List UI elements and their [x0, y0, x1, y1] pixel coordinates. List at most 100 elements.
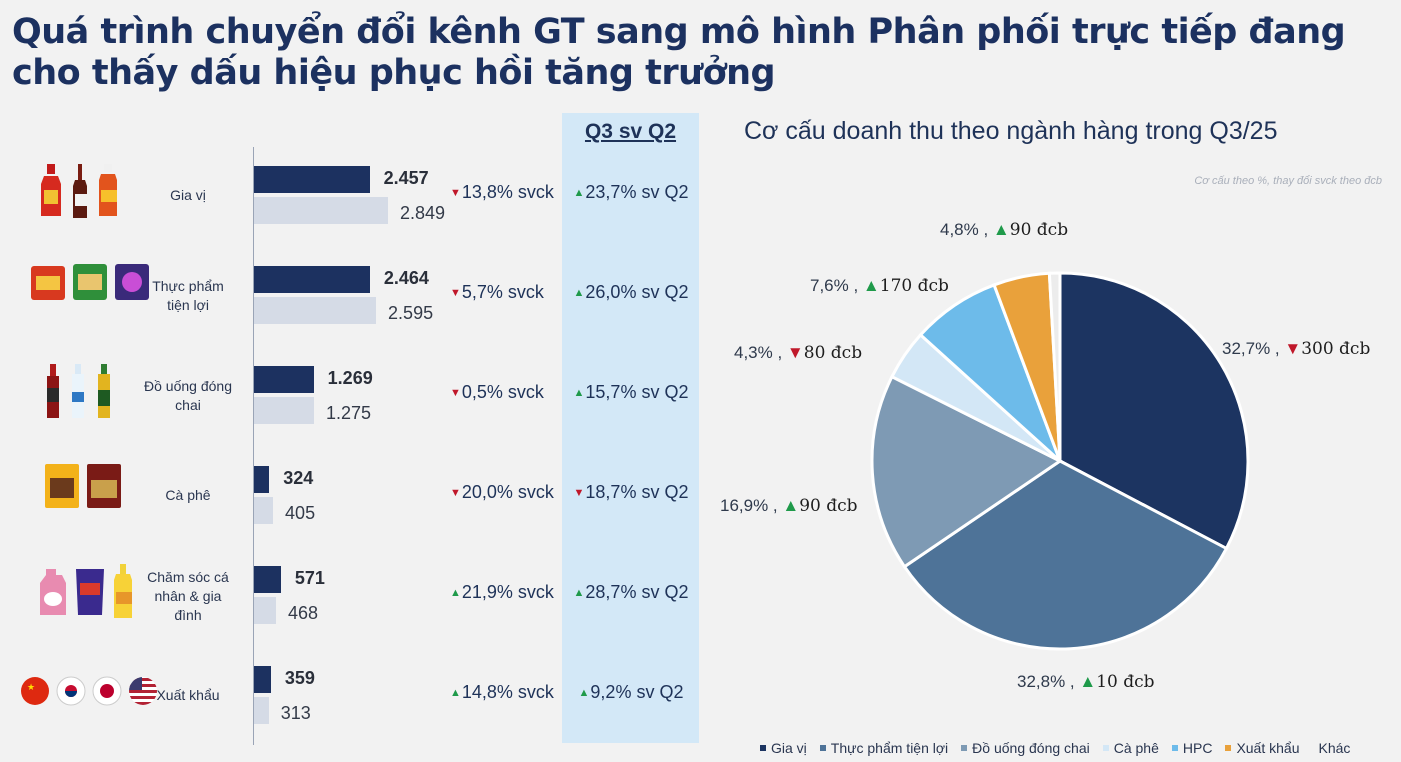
value-current-label: 324: [283, 468, 314, 488]
category-row: ★ Xuất khẩu 359 313 ▲14,8% svck ▲9,2% sv Q2: [0, 666, 700, 746]
legend-label: Cà phê: [1113, 740, 1159, 756]
category-row: Chăm sóc cá nhân & gia đình 571 468 ▲21,9% …: [0, 564, 700, 646]
yoy-change: ▲14,8% svck: [450, 682, 558, 703]
category-icons: [30, 262, 150, 307]
pie-slice-label: 4,3% , ▼80 đcb: [734, 343, 863, 363]
detergent-bottle-icon: [38, 565, 68, 622]
legend-swatch: [1225, 745, 1232, 751]
pie-slice-change: 90 đcb: [799, 496, 858, 516]
arrow-up-icon: ▲: [862, 276, 880, 295]
tea-bottle-icon: [94, 362, 114, 425]
legend-swatch: [961, 745, 968, 751]
legend-swatch: [1102, 745, 1109, 751]
qoq-column-band: [562, 113, 699, 743]
bar-previous: [254, 597, 276, 624]
legend-swatch: [760, 745, 766, 751]
value-current-label: 2.464: [383, 268, 429, 288]
category-label: Thực phẩm tiện lợi: [152, 278, 224, 313]
value-current-label: 571: [294, 568, 325, 588]
yoy-change: ▼5,7% svck: [450, 282, 558, 303]
coffee-box-icon: [86, 462, 122, 515]
value-current-label: 359: [284, 668, 315, 688]
arrow-up-icon: ▲: [782, 496, 800, 515]
qoq-change: ▲26,0% sv Q2: [566, 282, 696, 303]
bar-previous: [254, 497, 274, 524]
arrow-up-icon: ▲: [573, 387, 585, 399]
noodle-box-icon: [114, 262, 150, 307]
pie-slice: [902, 459, 1229, 651]
yoy-change-text: 14,8% svck: [461, 682, 554, 702]
category-row: Cà phê 324 405 ▼20,0% svck ▼18,7% sv Q2: [0, 464, 700, 546]
arrow-up-icon: ▲: [573, 187, 585, 199]
bar-axis-line: [253, 147, 254, 745]
value-previous-label: 2.849: [400, 203, 446, 223]
yoy-change-text: 0,5% svck: [461, 382, 544, 402]
pie-slice-change: 10 đcb: [1096, 672, 1155, 692]
arrow-down-icon: ▼: [786, 343, 804, 362]
arrow-down-icon: ▼: [450, 287, 461, 299]
pie-slice-change: 170 đcb: [879, 276, 949, 296]
noodle-pack-icon: [72, 262, 108, 307]
legend-item: Gia vị: [760, 740, 807, 756]
qoq-change-text: 28,7% sv Q2: [585, 582, 689, 602]
pie-slice-change: 90 đcb: [1009, 220, 1069, 240]
category-icons: ★: [20, 676, 158, 711]
legend-label: Xuất khẩu: [1236, 740, 1300, 756]
yoy-change: ▼13,8% svck: [450, 182, 558, 203]
legend-item: Khác: [1319, 740, 1351, 756]
qoq-change-text: 9,2% sv Q2: [590, 682, 684, 702]
detergent-bag-icon: [74, 565, 106, 622]
yoy-change: ▼20,0% svck: [450, 482, 558, 503]
yoy-change-text: 13,8% svck: [461, 182, 554, 202]
legend-label: Khác: [1318, 740, 1351, 756]
usa-flag-icon: [128, 676, 158, 711]
category-icons: [44, 362, 114, 425]
water-bottle-icon: [68, 362, 88, 425]
arrow-up-icon: ▲: [573, 287, 585, 299]
pie-slice-value: 7,6%: [810, 276, 849, 295]
pie-slice: [1058, 271, 1250, 551]
legend-label: Gia vị: [771, 740, 807, 756]
dish-soap-bottle-icon: [112, 562, 134, 625]
arrow-down-icon: ▼: [573, 487, 585, 499]
qoq-change: ▲23,7% sv Q2: [566, 182, 696, 203]
korea-flag-icon: [56, 676, 86, 711]
pie-slice-label: 32,8% , ▲10 đcb: [1017, 672, 1155, 692]
yoy-change: ▲21,9% svck: [450, 582, 558, 603]
pie-slice-value: 16,9%: [720, 496, 769, 515]
category-label: Chăm sóc cá nhân & gia đình: [147, 569, 229, 623]
qoq-change: ▲15,7% sv Q2: [566, 382, 696, 403]
legend-item: Thực phẩm tiện lợi: [819, 740, 948, 756]
japan-flag-icon: [92, 676, 122, 711]
pie-slice-label: 16,9% , ▲90 đcb: [720, 496, 858, 516]
bar-current: [254, 266, 370, 293]
qoq-column-header: Q3 sv Q2: [584, 120, 677, 143]
coffee-bag-icon: [44, 462, 80, 515]
pie-chart-title: Cơ cấu doanh thu theo ngành hàng trong Q…: [744, 117, 1278, 145]
qoq-change-text: 26,0% sv Q2: [585, 282, 689, 302]
bar-current: [254, 366, 314, 393]
legend-swatch: [819, 745, 826, 751]
page-title: Quá trình chuyển đổi kênh GT sang mô hìn…: [12, 12, 1346, 93]
bar-previous: [254, 697, 269, 724]
bar-current: [254, 566, 281, 593]
chili-sauce-bottle-icon: [38, 162, 64, 225]
pie-slice-value: 32,7%: [1222, 339, 1271, 358]
value-previous-label: 313: [280, 703, 311, 723]
yoy-change-text: 21,9% svck: [461, 582, 554, 602]
value-previous-label: 1.275: [325, 403, 371, 423]
bar-current: [254, 666, 271, 693]
arrow-up-icon: ▲: [992, 220, 1010, 239]
category-label: Đồ uống đóng chai: [144, 378, 232, 413]
category-icons: [44, 462, 122, 515]
soy-sauce-bottle-icon: [96, 162, 120, 225]
pie-slice-label: 7,6% , ▲170 đcb: [810, 276, 949, 296]
bar-previous: [254, 397, 314, 424]
qoq-change: ▼18,7% sv Q2: [566, 482, 696, 503]
pie-slice: [870, 374, 1063, 569]
pie-slice-value: 32,8%: [1017, 672, 1066, 691]
arrow-down-icon: ▼: [450, 487, 461, 499]
category-icons: [38, 562, 134, 625]
qoq-change: ▲28,7% sv Q2: [566, 582, 696, 603]
